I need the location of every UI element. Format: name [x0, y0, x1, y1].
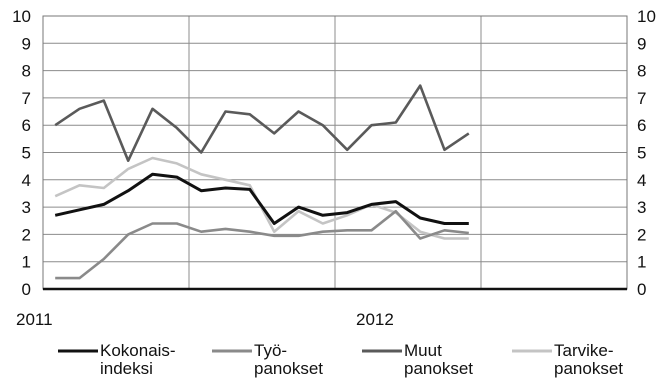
legend-label-4: Tarvike-panokset: [554, 341, 623, 378]
y-tick-label-right: 1: [637, 253, 646, 272]
series-line-1: [54, 172, 469, 225]
y-tick-label-left: 1: [22, 253, 31, 272]
plot-frame: [42, 15, 628, 291]
y-tick-label-left: 4: [22, 171, 31, 190]
series-line-3: [54, 84, 470, 162]
y-axis-right: 0 1 2 3 4 5 6 7 8 9 10: [637, 7, 656, 299]
grid: [43, 15, 627, 289]
series-group: [54, 84, 470, 280]
y-tick-label-right: 5: [637, 144, 646, 163]
y-axis-left: 0 1 2 3 4 5 6 7 8 9 10: [12, 7, 31, 299]
legend-label-1: Kokonais-indeksi: [100, 341, 176, 378]
y-tick-label-right: 6: [637, 116, 646, 135]
series-line-2: [55, 209, 469, 280]
legend-label-3: Muut panokset: [404, 341, 473, 378]
y-tick-label-right: 2: [637, 225, 646, 244]
legend: Kokonais-indeksi Työ-panokset Muut panokset…: [58, 341, 623, 378]
x-tick-label-year: 2012: [356, 310, 394, 329]
y-tick-label-right: 0: [637, 280, 646, 299]
y-tick-label-left: 0: [22, 280, 31, 299]
y-tick-label-left: 9: [22, 34, 31, 53]
y-tick-label-left: 6: [22, 116, 31, 135]
y-tick-label-right: 8: [637, 62, 646, 81]
x-tick-label-year: 2011: [16, 310, 53, 329]
y-tick-label-right: 4: [637, 171, 646, 190]
y-tick-label-left: 5: [22, 144, 31, 163]
y-tick-label-right: 7: [637, 89, 646, 108]
y-tick-label-right: 9: [637, 34, 646, 53]
y-tick-label-left: 7: [22, 89, 31, 108]
y-tick-label-left: 2: [22, 225, 31, 244]
x-axis-labels: 2011 2012: [16, 310, 394, 329]
y-tick-label-left: 8: [22, 62, 31, 81]
y-tick-label-right: 3: [637, 198, 646, 217]
y-tick-label-left: 10: [12, 7, 31, 26]
y-tick-label-left: 3: [22, 198, 31, 217]
y-tick-label-right: 10: [637, 7, 656, 26]
legend-label-2: Työ-panokset: [254, 341, 323, 378]
